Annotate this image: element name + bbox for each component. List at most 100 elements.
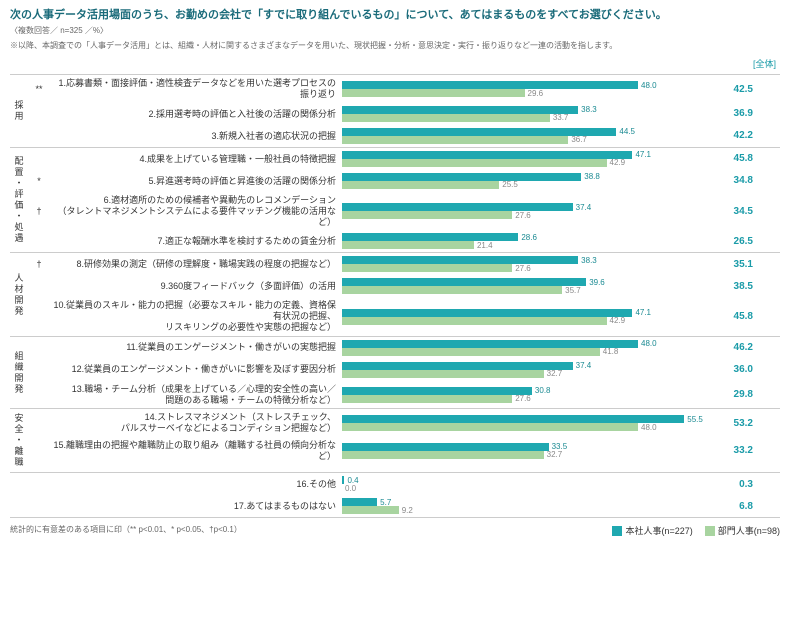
- category-label: 安全・離職: [10, 409, 28, 472]
- bar-series2: 27.6: [342, 395, 712, 403]
- item-label: 13.職場・チーム分析（成果を上げている／心理的安全性の高い／問題のある職場・チ…: [50, 384, 342, 406]
- bar-value: 9.2: [399, 506, 413, 515]
- bar-fill: [342, 362, 573, 370]
- overall-value: 53.2: [712, 418, 757, 429]
- bar-series1: 39.6: [342, 278, 712, 286]
- item-label: 11.従業員のエンゲージメント・働きがいの実態把握: [50, 342, 342, 353]
- overall-value: 34.5: [712, 206, 757, 217]
- legend-item-series1: 本社人事(n=227): [612, 524, 692, 537]
- bar-fill: [342, 309, 632, 317]
- bar-area: 47.142.9: [342, 151, 712, 167]
- bar-value: 27.6: [512, 264, 531, 273]
- bar-value: 41.8: [600, 347, 619, 356]
- bar-fill: [342, 241, 474, 249]
- chart-row: 16.その他0.40.00.3: [28, 473, 780, 495]
- legend-label-series2: 部門人事(n=98): [718, 524, 780, 537]
- chart-subtitle: 〈複数回答／ n=325 ／%〉: [10, 25, 780, 36]
- overall-value: 6.8: [712, 501, 757, 512]
- bar-area: 5.79.2: [342, 498, 712, 514]
- bar-fill: [342, 114, 550, 122]
- chart-row: 12.従業員のエンゲージメント・働きがいに影響を及ぼす要因分析37.432.73…: [28, 359, 780, 381]
- bar-series1: 38.3: [342, 106, 712, 114]
- significance-footnote: 統計的に有意差のある項目に印（** p<0.01、* p<0.05、†p<0.1…: [10, 524, 242, 535]
- item-label: 9.360度フィードバック（多面評価）の活用: [50, 281, 342, 292]
- bar-value: 0.0: [342, 484, 356, 493]
- bar-fill: [342, 506, 399, 514]
- bar-fill: [342, 136, 568, 144]
- bar-value: 27.6: [512, 211, 531, 220]
- chart-title: 次の人事データ活用場面のうち、お勤めの会社で「すでに取り組んでいるもの」について…: [10, 8, 780, 23]
- chart-row: 7.適正な報酬水準を検討するための賃金分析28.621.426.5: [28, 230, 780, 252]
- chart-row: 17.あてはまるものはない5.79.26.8: [28, 495, 780, 517]
- bar-area: 37.432.7: [342, 362, 712, 378]
- bar-series2: 48.0: [342, 423, 712, 431]
- significance-marker: †: [28, 259, 50, 269]
- bar-area: 47.142.9: [342, 309, 712, 325]
- bar-fill: [342, 340, 638, 348]
- bar-fill: [342, 203, 573, 211]
- bar-chart: 採用**1.応募書類・面接評価・適性検査データなどを用いた選考プロセスの振り返り…: [10, 74, 780, 518]
- bar-fill: [342, 415, 684, 423]
- chart-group: 配置・評価・処遇4.成果を上げている管理職・一般社員の特徴把握47.142.94…: [10, 147, 780, 252]
- bar-series1: 0.4: [342, 476, 712, 484]
- bar-fill: [342, 498, 377, 506]
- chart-row: 14.ストレスマネジメント（ストレスチェック、パルスサーベイなどによるコンディシ…: [28, 409, 780, 437]
- bar-series2: 9.2: [342, 506, 712, 514]
- item-label: 15.離職理由の把握や離職防止の取り組み（離職する社員の傾向分析など）: [50, 440, 342, 462]
- overall-value: 29.8: [712, 389, 757, 400]
- bar-series1: 5.7: [342, 498, 712, 506]
- bar-area: 39.635.7: [342, 278, 712, 294]
- category-label: 採用: [10, 75, 28, 147]
- chart-row: 4.成果を上げている管理職・一般社員の特徴把握47.142.945.8: [28, 148, 780, 170]
- bar-series2: 36.7: [342, 136, 712, 144]
- bar-series2: 35.7: [342, 286, 712, 294]
- bar-fill: [342, 423, 638, 431]
- rows-container: †8.研修効果の測定（研修の理解度・職場実践の程度の把握など）38.327.63…: [28, 253, 780, 335]
- category-label: 人材開発: [10, 253, 28, 335]
- significance-marker: †: [28, 206, 50, 216]
- chart-row: **1.応募書類・面接評価・適性検査データなどを用いた選考プロセスの振り返り48…: [28, 75, 780, 103]
- legend-swatch-series2: [705, 526, 715, 536]
- overall-value: 45.8: [712, 311, 757, 322]
- bar-fill: [342, 348, 600, 356]
- bar-value: 32.7: [544, 450, 563, 459]
- category-label: 組織開発: [10, 337, 28, 409]
- legend-item-series2: 部門人事(n=98): [705, 524, 780, 537]
- chart-row: 3.新規入社者の適応状況の把握44.536.742.2: [28, 125, 780, 147]
- bar-series1: 28.6: [342, 233, 712, 241]
- item-label: 1.応募書類・面接評価・適性検査データなどを用いた選考プロセスの振り返り: [50, 78, 342, 100]
- chart-row: 13.職場・チーム分析（成果を上げている／心理的安全性の高い／問題のある職場・チ…: [28, 381, 780, 409]
- rows-container: 4.成果を上げている管理職・一般社員の特徴把握47.142.945.8*5.昇進…: [28, 148, 780, 252]
- bar-area: 38.333.7: [342, 106, 712, 122]
- bar-area: 48.029.6: [342, 81, 712, 97]
- bar-series2: 42.9: [342, 159, 712, 167]
- bar-fill: [342, 256, 578, 264]
- chart-group: 組織開発11.従業員のエンゲージメント・働きがいの実態把握48.041.846.…: [10, 336, 780, 409]
- chart-group: 採用**1.応募書類・面接評価・適性検査データなどを用いた選考プロセスの振り返り…: [10, 74, 780, 147]
- item-label: 3.新規入社者の適応状況の把握: [50, 131, 342, 142]
- bar-fill: [342, 106, 578, 114]
- bar-area: 33.532.7: [342, 443, 712, 459]
- bar-fill: [342, 211, 512, 219]
- item-label: 6.適材適所のための候補者や異動先のレコメンデーション（タレントマネジメントシス…: [50, 195, 342, 227]
- bar-fill: [342, 151, 632, 159]
- bar-fill: [342, 387, 532, 395]
- bar-series2: 21.4: [342, 241, 712, 249]
- bar-area: 28.621.4: [342, 233, 712, 249]
- bar-fill: [342, 317, 607, 325]
- chart-row: †8.研修効果の測定（研修の理解度・職場実践の程度の把握など）38.327.63…: [28, 253, 780, 275]
- bar-fill: [342, 89, 525, 97]
- item-label: 14.ストレスマネジメント（ストレスチェック、パルスサーベイなどによるコンディシ…: [50, 412, 342, 434]
- bar-fill: [342, 264, 512, 272]
- item-label: 17.あてはまるものはない: [50, 501, 342, 512]
- bar-fill: [342, 286, 562, 294]
- chart-group: 16.その他0.40.00.317.あてはまるものはない5.79.26.8: [10, 472, 780, 518]
- bar-area: 38.327.6: [342, 256, 712, 272]
- overall-value: 26.5: [712, 236, 757, 247]
- bar-area: 48.041.8: [342, 340, 712, 356]
- bar-series2: 0.0: [342, 484, 712, 492]
- overall-value: 45.8: [712, 153, 757, 164]
- overall-value: 38.5: [712, 281, 757, 292]
- bar-series2: 27.6: [342, 264, 712, 272]
- bar-fill: [342, 278, 586, 286]
